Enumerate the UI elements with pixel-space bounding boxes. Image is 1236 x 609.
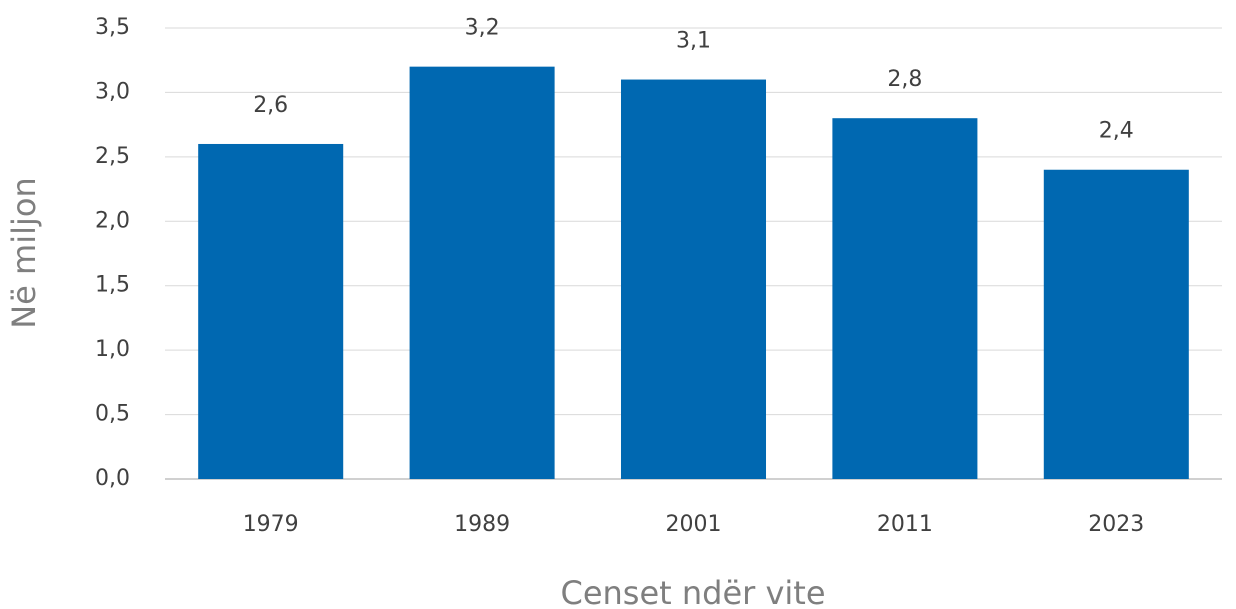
bar bbox=[409, 66, 555, 480]
y-tick-label: 2,0 bbox=[95, 208, 130, 233]
y-tick-label: 0,0 bbox=[95, 466, 130, 491]
y-tick-label: 1,0 bbox=[95, 337, 130, 362]
y-tick-label: 1,5 bbox=[95, 273, 130, 298]
data-label: 3,2 bbox=[465, 16, 500, 41]
data-label: 2,4 bbox=[1099, 119, 1134, 144]
bar bbox=[1043, 169, 1189, 479]
y-tick-label: 0,5 bbox=[95, 402, 130, 427]
y-tick-label: 2,5 bbox=[95, 144, 130, 169]
x-tick-label: 2001 bbox=[666, 512, 722, 537]
y-tick-label: 3,0 bbox=[95, 79, 130, 104]
bar bbox=[832, 118, 978, 479]
data-label: 2,8 bbox=[887, 67, 922, 92]
x-tick-label: 2023 bbox=[1088, 512, 1144, 537]
x-tick-label: 2011 bbox=[877, 512, 933, 537]
y-tick-label: 3,5 bbox=[95, 15, 130, 40]
x-tick-label: 1989 bbox=[454, 512, 510, 537]
y-axis-title: Në miljon bbox=[5, 177, 43, 329]
x-tick-label: 1979 bbox=[243, 512, 299, 537]
bar bbox=[620, 79, 767, 480]
x-axis-title: Censet ndër vite bbox=[560, 574, 825, 609]
bar bbox=[198, 143, 344, 479]
data-label: 2,6 bbox=[253, 93, 288, 118]
data-label: 3,1 bbox=[676, 29, 711, 54]
